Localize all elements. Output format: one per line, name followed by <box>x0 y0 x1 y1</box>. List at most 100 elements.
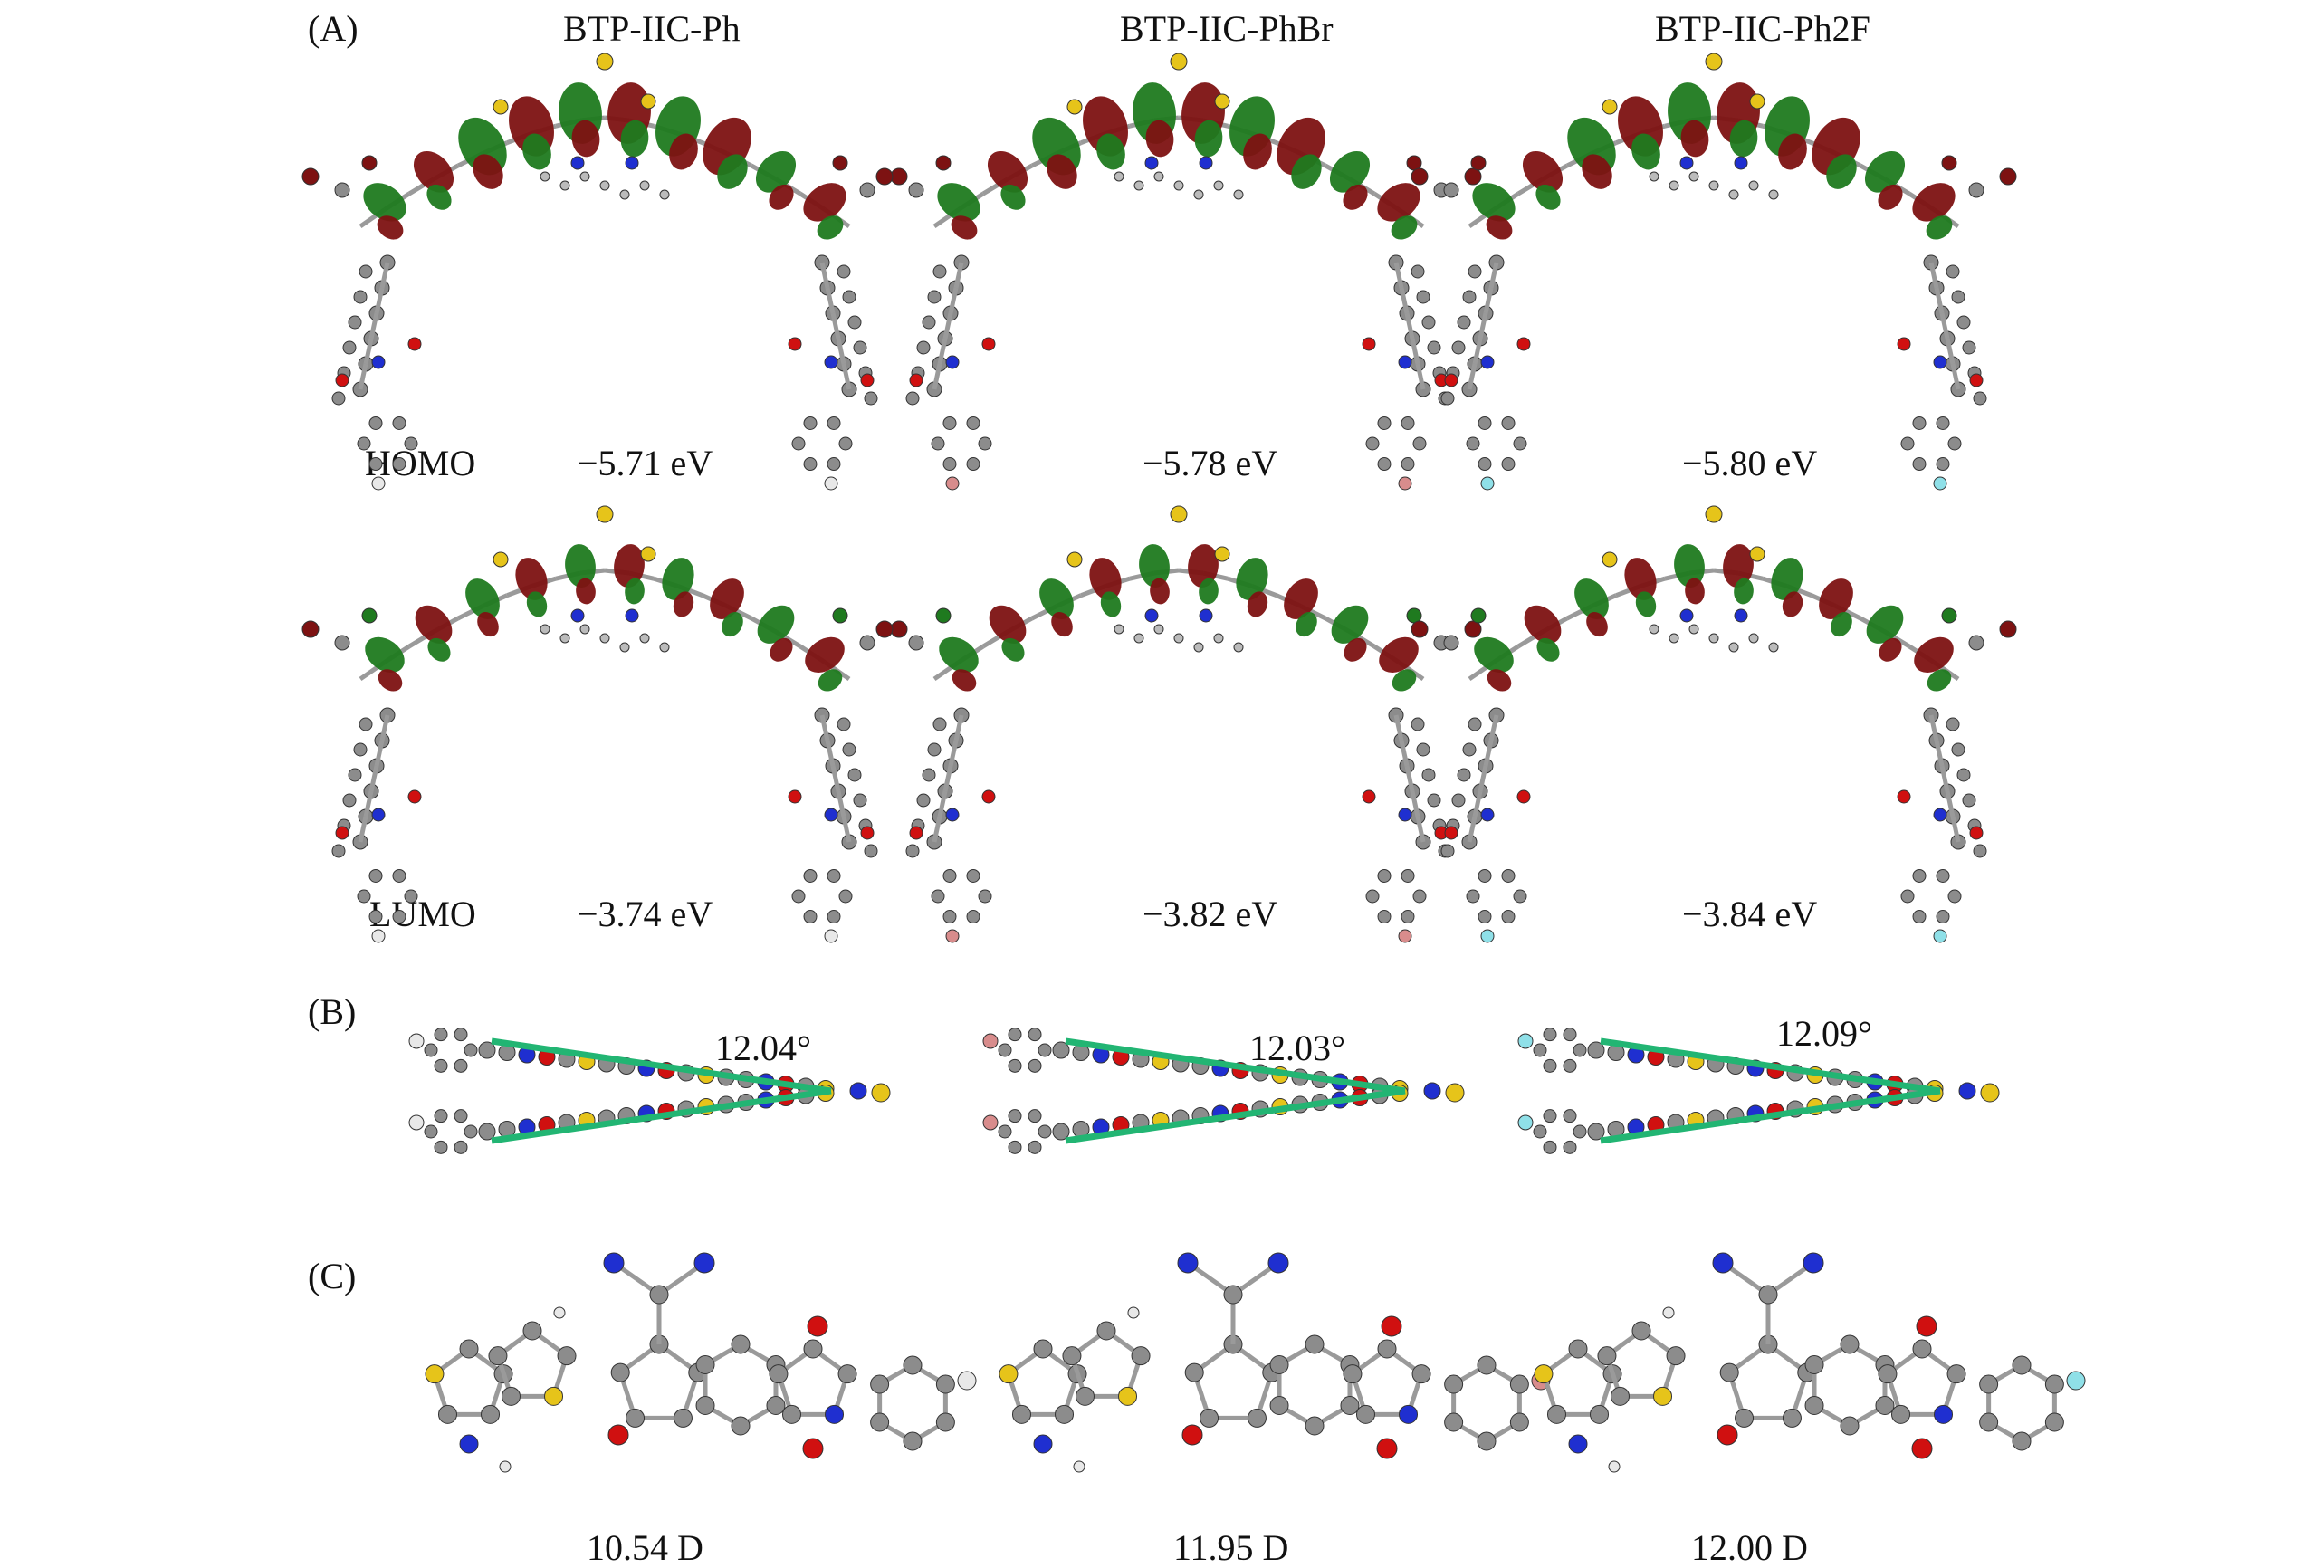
carbon-atom <box>1451 340 1466 355</box>
orbital-lobe <box>1522 150 1564 193</box>
carbon-atom <box>1008 1058 1022 1073</box>
ring-atom <box>1546 1404 1566 1424</box>
sulfur-atom <box>1705 505 1723 523</box>
cyano-lobe <box>1999 620 2017 638</box>
ring-atom <box>2044 1412 2064 1432</box>
bond <box>836 338 846 365</box>
ring-atom <box>1568 1339 1588 1359</box>
bond <box>1404 312 1415 339</box>
side-atom <box>478 1041 496 1059</box>
orbital-lobe <box>937 183 980 222</box>
carbon-atom <box>1478 416 1492 430</box>
orbital-lobe <box>1291 154 1322 189</box>
orbital-lobe <box>625 578 645 605</box>
hydrogen-atom <box>1708 180 1719 191</box>
oxygen-atom <box>1444 826 1458 840</box>
orbital-lobe <box>1051 611 1073 637</box>
orbital-lobe <box>717 154 748 189</box>
carbon-atom <box>1563 1109 1577 1123</box>
oxygen-atom <box>981 789 996 804</box>
oxygen-atom <box>1897 789 1911 804</box>
cyano-lobe <box>1464 620 1482 638</box>
carbon-atom <box>1008 1140 1022 1154</box>
nitrogen-atom <box>1933 808 1947 822</box>
orbital-lobe <box>522 133 551 170</box>
ring-atom <box>731 1416 751 1436</box>
carbon-atom <box>1038 1124 1052 1139</box>
nitrogen-atom <box>1033 1434 1053 1454</box>
carbon-atom <box>842 742 856 757</box>
hydrogen-atom <box>1133 180 1144 191</box>
cyano-lobe <box>1411 620 1429 638</box>
bond <box>1393 714 1404 741</box>
orbital-lobe <box>1188 544 1219 588</box>
bond <box>1393 262 1404 289</box>
bond <box>1410 338 1420 365</box>
sulfur-atom <box>596 505 614 523</box>
carbon-atom <box>847 315 862 330</box>
carbon-atom <box>1947 889 1962 904</box>
carbon-atom <box>1513 436 1527 451</box>
halogen-atom <box>1480 929 1495 943</box>
hydrogen-atom <box>1688 624 1699 635</box>
molecule-title-2: BTP-IIC-PhBr <box>1120 8 1334 49</box>
carbon-atom <box>353 290 368 304</box>
halogen-atom <box>2066 1371 2086 1391</box>
side-atom <box>478 1123 496 1141</box>
bond <box>836 790 846 817</box>
molecule-title-3: BTP-IIC-Ph2F <box>1655 8 1870 49</box>
bond <box>948 287 959 314</box>
carbon-atom <box>922 315 936 330</box>
sulfur-atom <box>493 99 509 115</box>
carbon-atom <box>1573 1124 1587 1139</box>
nitrogen-atom <box>1712 1252 1734 1274</box>
carbon-atom <box>859 182 875 198</box>
halogen-atom <box>824 929 838 943</box>
carbon-atom <box>1377 416 1392 430</box>
carbon-atom <box>966 868 980 883</box>
carbon-atom <box>1401 416 1415 430</box>
homo-orbital-molecule-1 <box>301 53 908 491</box>
ring-atom <box>1477 1355 1497 1375</box>
carbon-atom <box>1951 742 1965 757</box>
carbon-atom <box>464 1124 478 1139</box>
hydrogen-atom <box>1768 189 1779 200</box>
orbital-lobe <box>473 154 503 189</box>
orbital-lobe <box>1000 184 1026 210</box>
hydrogen-atom <box>1133 633 1144 644</box>
ring-atom <box>1840 1334 1860 1354</box>
halogen-atom <box>982 1033 999 1049</box>
carbon-atom <box>864 844 878 858</box>
plane-line-upper <box>1065 1037 1406 1095</box>
carbon-atom <box>434 1028 448 1042</box>
nitrogen-atom <box>1958 1082 1976 1100</box>
orbital-lobe <box>426 184 452 210</box>
orbital-lobe <box>1001 637 1025 662</box>
orbital-lobe <box>526 591 548 617</box>
orbital-lobe <box>1039 578 1074 620</box>
carbon-atom <box>791 436 806 451</box>
orbital-lobe <box>1194 120 1223 158</box>
carbon-atom <box>916 793 931 808</box>
carbon-atom <box>331 391 346 406</box>
panel-label-c: (C) <box>308 1256 357 1296</box>
hydrogen-atom <box>1127 1306 1140 1319</box>
carbon-atom <box>424 1124 438 1139</box>
carbon-atom <box>1468 717 1482 731</box>
sulfur-atom <box>493 551 509 568</box>
sulfur-atom <box>1602 99 1618 115</box>
hydrogen-atom <box>579 624 590 635</box>
carbon-atom <box>1223 1285 1243 1305</box>
nitrogen-atom <box>1398 808 1412 822</box>
carbon-atom <box>1411 717 1425 731</box>
carbon-atom <box>827 416 841 430</box>
ring-atom <box>1340 1396 1360 1415</box>
orbital-lobe <box>378 669 403 692</box>
halogen-atom <box>371 929 386 943</box>
carbon-atom <box>1468 264 1482 279</box>
orbital-lobe <box>1236 558 1268 600</box>
dipole-label-1: 10.54 D <box>587 1527 703 1568</box>
ring-atom <box>1444 1374 1464 1394</box>
ring-atom <box>1411 1364 1431 1384</box>
bond <box>1478 312 1488 339</box>
